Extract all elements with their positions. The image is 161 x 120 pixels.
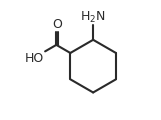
Text: O: O bbox=[52, 18, 62, 31]
Text: HO: HO bbox=[25, 52, 44, 65]
Text: $\mathsf{H_2N}$: $\mathsf{H_2N}$ bbox=[80, 10, 106, 25]
